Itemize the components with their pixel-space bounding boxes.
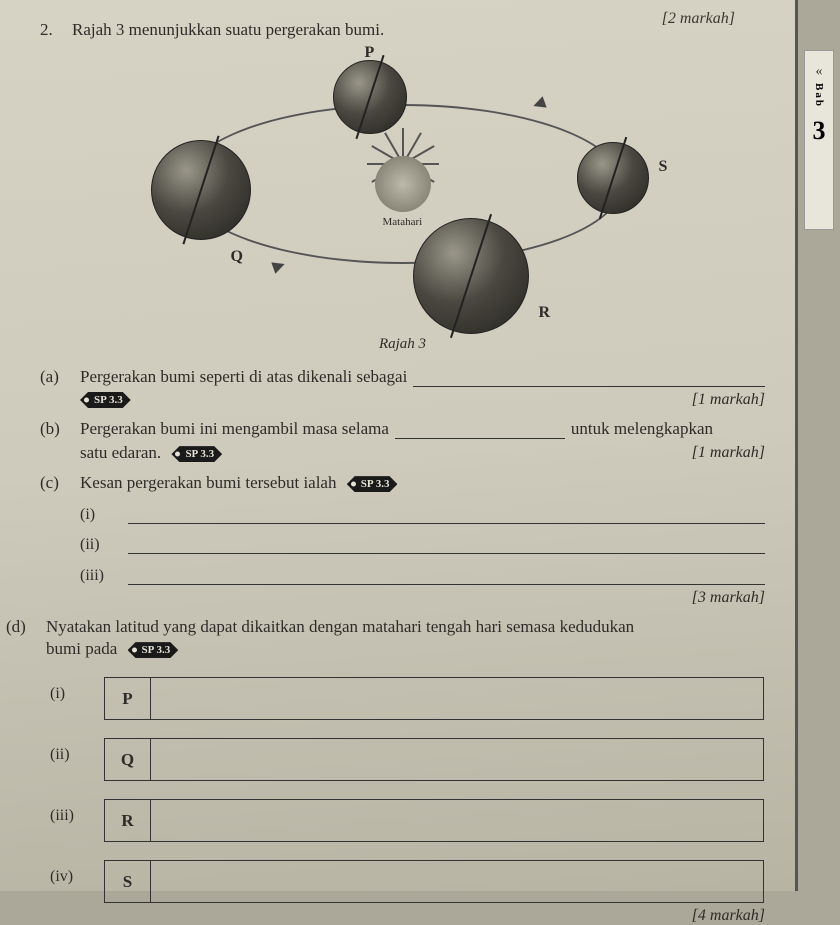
part-d-row-num: (i) (50, 685, 90, 703)
part-d-row-num: (ii) (50, 746, 90, 764)
table-cell-answer[interactable] (151, 678, 764, 720)
table-cell-answer[interactable] (151, 861, 764, 903)
sp-badge: SP 3.3 (347, 476, 398, 492)
part-b-line2: satu edaran. (80, 443, 161, 462)
answer-table: S (104, 860, 764, 903)
part-d-num: (d) (6, 617, 36, 637)
part-d-mark: [4 markah] (46, 907, 765, 925)
part-c-text: Kesan pergerakan bumi tersebut ialah (80, 473, 336, 492)
sp-badge: SP 3.3 (128, 642, 179, 658)
answer-table: P (104, 677, 764, 720)
part-a-mark: [1 markah] (692, 391, 765, 409)
earth-p-icon (333, 60, 407, 134)
table-cell-label: Q (105, 739, 151, 781)
label-p: P (365, 44, 375, 62)
part-b-num: (b) (40, 419, 70, 439)
part-c-ii: (ii) (80, 536, 116, 554)
worksheet-page: [2 markah] 2. Rajah 3 menunjukkan suatu … (0, 0, 795, 891)
label-r: R (539, 304, 551, 322)
answer-table: Q (104, 738, 764, 781)
tab-chapter-number: 3 (813, 116, 826, 146)
part-b-mark: [1 markah] (692, 444, 765, 462)
earth-s-icon (577, 142, 649, 214)
chapter-tab: « Bab 3 (804, 50, 834, 230)
part-d-row-num: (iv) (50, 868, 90, 886)
part-a-text: Pergerakan bumi seperti di atas dikenali… (80, 367, 407, 387)
blank-line[interactable] (128, 505, 765, 524)
table-cell-answer[interactable] (151, 800, 764, 842)
earth-r-icon (413, 218, 529, 334)
diagram-caption: Rajah 3 (40, 336, 765, 353)
blank-line[interactable] (395, 422, 565, 439)
table-cell-label: R (105, 800, 151, 842)
part-b-text-before: Pergerakan bumi ini mengambil masa selam… (80, 419, 389, 439)
blank-line[interactable] (128, 536, 765, 555)
sun-icon (375, 156, 431, 212)
part-d-row-num: (iii) (50, 807, 90, 825)
earth-q-icon (151, 140, 251, 240)
part-d-text2: bumi pada (46, 639, 117, 658)
label-matahari: Matahari (383, 216, 423, 228)
arrow-icon (531, 96, 546, 111)
label-s: S (659, 158, 668, 176)
tab-bab-label: Bab (813, 83, 825, 108)
part-c-num: (c) (40, 473, 70, 493)
blank-line[interactable] (128, 566, 765, 585)
part-c-i: (i) (80, 506, 116, 524)
table-cell-label: P (105, 678, 151, 720)
part-d-text1: Nyatakan latitud yang dapat dikaitkan de… (46, 617, 765, 637)
part-b-text-after: untuk melengkapkan (571, 419, 713, 439)
part-c-iii: (iii) (80, 567, 116, 585)
part-c-mark: [3 markah] (80, 589, 765, 607)
label-q: Q (231, 248, 243, 266)
sp-badge: SP 3.3 (80, 392, 131, 408)
arrow-icon (271, 258, 286, 273)
blank-line[interactable] (413, 370, 765, 387)
chevron-icon: « (816, 67, 823, 77)
diagram-rajah-3: Matahari P Q R S (123, 44, 683, 334)
part-a-num: (a) (40, 367, 70, 387)
sp-badge: SP 3.3 (171, 446, 222, 462)
question-number: 2. (40, 20, 62, 40)
answer-table: R (104, 799, 764, 842)
table-cell-label: S (105, 861, 151, 903)
question-text: Rajah 3 menunjukkan suatu pergerakan bum… (72, 20, 384, 40)
top-mark: [2 markah] (662, 10, 735, 28)
table-cell-answer[interactable] (151, 739, 764, 781)
